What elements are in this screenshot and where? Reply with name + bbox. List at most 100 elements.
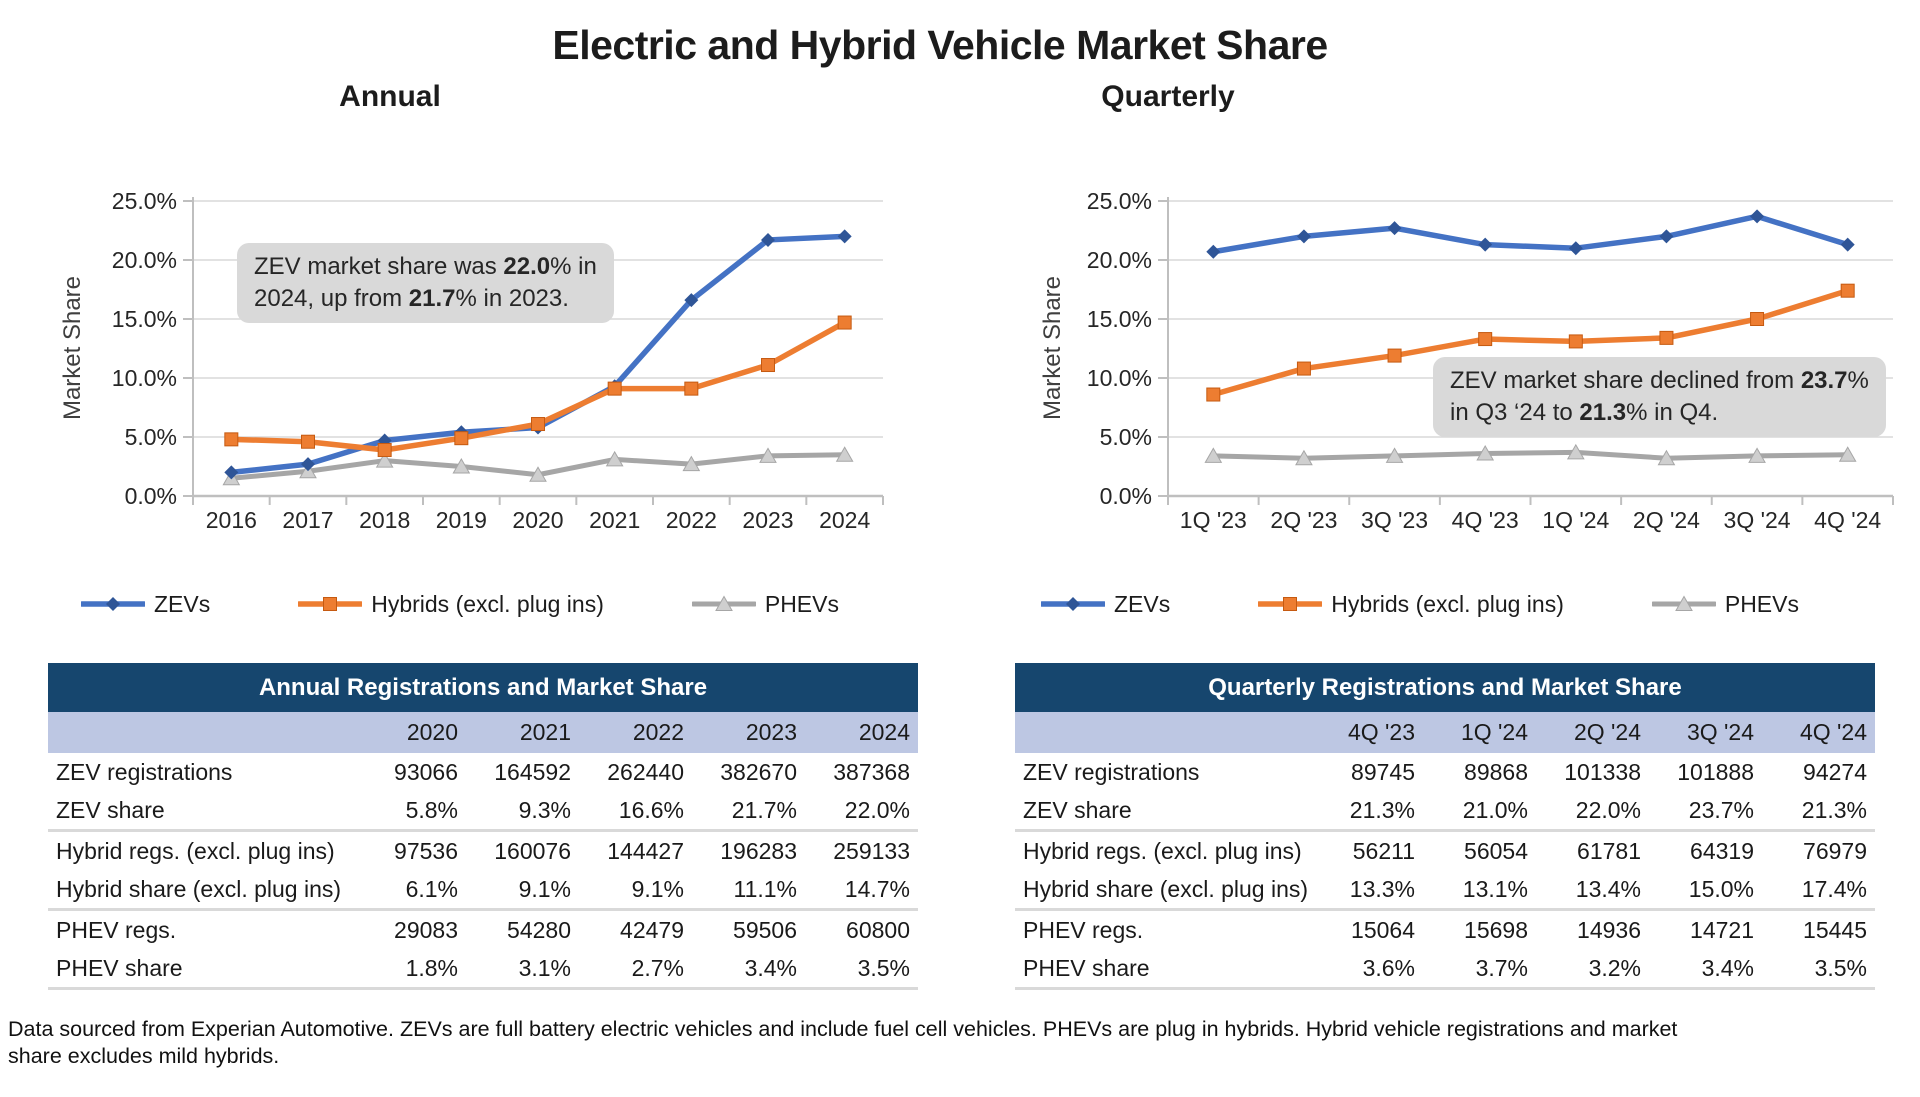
cell-value: 3.5% [1762, 949, 1875, 990]
legend-label: ZEVs [153, 590, 211, 617]
legend-swatch-icon [691, 595, 756, 611]
legend-label: ZEVs [1113, 590, 1171, 617]
annotation-text: ZEV market share was [254, 253, 504, 280]
annotation-text: % in 2023. [455, 285, 569, 312]
row-label: PHEV regs. [56, 917, 177, 943]
diamond-marker [1065, 597, 1080, 611]
row-label: ZEV share [1015, 791, 1310, 832]
cell-value: 262440 [607, 759, 684, 785]
row-label: PHEV regs. [1023, 917, 1144, 943]
triangle-marker [529, 466, 547, 482]
square-marker [454, 431, 469, 446]
legend-label: Hybrids (excl. plug ins) [1331, 590, 1564, 617]
y-tick-label: 15.0% [112, 306, 177, 332]
square-marker [1840, 283, 1855, 298]
diamond-marker [301, 457, 315, 472]
diamond-marker [1659, 229, 1674, 244]
column-header: 2023 [692, 712, 805, 753]
row-label: ZEV registrations [1023, 759, 1200, 785]
quarterly-annotation-callout: ZEV market share declined from 23.7% in Q… [1433, 357, 1886, 437]
legend-item: PHEVs [691, 590, 839, 618]
legend-item: PHEVs [1651, 590, 1799, 618]
x-tick-label: 2017 [282, 507, 333, 533]
square-marker [377, 442, 392, 457]
diamond-marker [1478, 237, 1493, 252]
cell-value: 5.8% [353, 791, 466, 832]
cell-value: 14936 [1577, 917, 1641, 943]
y-tick-label: 0.0% [1100, 483, 1152, 509]
y-tick-label: 5.0% [1100, 424, 1152, 450]
cell-value: 9.3% [466, 791, 579, 832]
cell-value: 21.3% [1310, 791, 1423, 832]
annotation-text: % in Q4. [1626, 399, 1719, 426]
triangle-marker [714, 595, 733, 611]
legend-label: PHEVs [764, 590, 839, 617]
footnote-line: Data sourced from Experian Automotive. Z… [8, 1017, 1678, 1041]
cell-value: 1.8% [353, 949, 466, 990]
y-tick-label: 25.0% [1087, 188, 1152, 214]
y-axis-title: Market Share [1039, 276, 1066, 420]
square-marker [837, 315, 852, 330]
diamond-marker [1568, 241, 1583, 256]
diamond-marker [105, 597, 120, 611]
triangle-marker [375, 452, 394, 468]
row-label: Hybrid regs. (excl. plug ins) [1023, 838, 1302, 864]
column-header: 2022 [579, 712, 692, 753]
cell-value: 3.6% [1310, 949, 1423, 990]
square-marker [1296, 361, 1311, 376]
row-label: Hybrid share (excl. plug ins) [48, 870, 353, 911]
x-tick-label: 2023 [742, 507, 793, 533]
legend-item: ZEVs [80, 590, 211, 618]
legend-swatch-icon [298, 597, 363, 611]
column-header: 4Q '23 [1310, 712, 1423, 753]
triangle-marker [1838, 446, 1857, 462]
legend-swatch-icon [1040, 597, 1105, 611]
quarterly-table-grid: 4Q '23 1Q '24 2Q '24 3Q '24 4Q '24 ZEV regist… [1015, 712, 1875, 990]
x-tick-label: 2021 [589, 507, 640, 533]
y-tick-label: 20.0% [1087, 247, 1152, 273]
legend-item: Hybrids (excl. plug ins) [298, 591, 604, 618]
x-tick-label: 2016 [206, 507, 257, 533]
annual-line-chart: 0.0% 5.0% 10.0% 15.0% 20.0% 25.0% 2016 2017 2018… [59, 188, 884, 533]
x-tick-label: 2022 [666, 507, 717, 533]
square-marker [1750, 312, 1765, 326]
y-tick-label: 20.0% [112, 247, 177, 273]
cell-value: 22.0% [1536, 791, 1649, 832]
triangle-marker [1476, 445, 1495, 461]
diamond-marker [1840, 237, 1855, 252]
cell-value: 13.4% [1536, 870, 1649, 911]
cell-value: 15064 [1351, 917, 1415, 943]
annual-annotation-callout: ZEV market share was 22.0% in 2024, up fr… [237, 243, 614, 323]
column-header: 2021 [466, 712, 579, 753]
row-label: Hybrid regs. (excl. plug ins) [56, 838, 335, 864]
cell-value: 56054 [1464, 838, 1528, 864]
annotation-text: % in [550, 253, 597, 280]
square-marker [607, 381, 622, 396]
diamond-marker [761, 232, 775, 247]
cell-value: 59506 [733, 917, 797, 943]
cell-value: 54280 [507, 917, 571, 943]
x-tick-label: 2019 [436, 507, 487, 533]
series-line-phevs [1210, 449, 1851, 461]
triangle-marker [1385, 447, 1404, 463]
cell-value: 2.7% [579, 949, 692, 990]
square-marker [323, 597, 338, 611]
x-tick-label: 2018 [359, 507, 410, 533]
row-label: Hybrid share (excl. plug ins) [1015, 870, 1310, 911]
y-tick-label: 10.0% [112, 365, 177, 391]
x-tick-label: 2Q '24 [1633, 507, 1700, 533]
cell-value: 14721 [1690, 917, 1754, 943]
cell-value: 15.0% [1649, 870, 1762, 911]
quarterly-legend: ZEVs Hybrids (excl. plug ins) PHEVs [1020, 586, 1820, 622]
legend-swatch-icon [80, 597, 145, 611]
legend-label: PHEVs [1724, 590, 1799, 617]
cell-value: 13.3% [1310, 870, 1423, 911]
square-marker [761, 358, 775, 373]
annotation-line: ZEV market share declined from 23.7% [1450, 365, 1869, 397]
row-label: PHEV share [1015, 949, 1310, 990]
annotation-text: 22.0 [503, 253, 551, 280]
row-label: PHEV share [48, 949, 353, 990]
cell-value: 60800 [846, 917, 910, 943]
cell-value: 23.7% [1649, 791, 1762, 832]
square-marker [1659, 330, 1674, 345]
